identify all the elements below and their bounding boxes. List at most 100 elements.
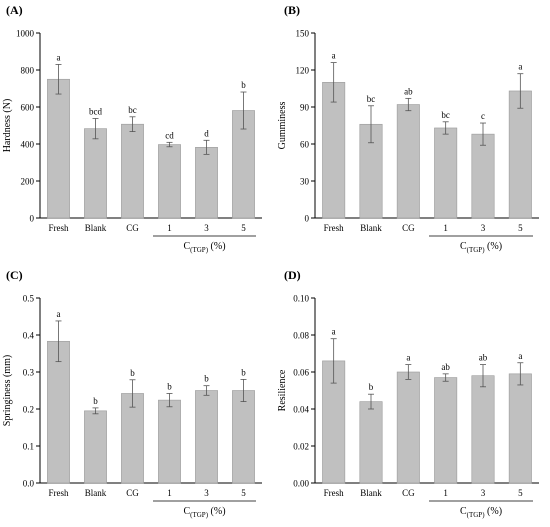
significance-letter: cd <box>165 130 174 140</box>
significance-letter: bc <box>128 105 137 115</box>
y-tick-label: 0.10 <box>293 294 309 304</box>
group-label: C(TGP) (%) <box>183 241 225 254</box>
chart-panel-3: (C) 0.0 0.1 0.2 0.3 0.4 0.5 Springiness (mm) a Fr… <box>2 268 262 519</box>
x-tick-label: Blank <box>360 223 382 233</box>
significance-letter: b <box>369 382 374 392</box>
significance-letter: b <box>204 374 209 384</box>
x-tick-label: 5 <box>518 488 523 498</box>
group-label-tail: (%) <box>208 241 226 252</box>
group-label-main: C <box>460 506 467 517</box>
bar-CG <box>396 371 420 484</box>
significance-letter: ab <box>479 353 488 363</box>
bar-Fresh <box>47 78 70 219</box>
y-tick-label: 0.02 <box>293 442 309 452</box>
panel-label: (D) <box>284 268 301 282</box>
significance-letter: b <box>241 80 246 90</box>
y-tick-label: 0 <box>305 214 310 224</box>
x-tick-label: 1 <box>443 223 448 233</box>
significance-letter: a <box>332 327 336 337</box>
group-label-tail: (%) <box>485 241 503 252</box>
x-tick-label: CG <box>126 223 139 233</box>
x-tick-label: CG <box>402 488 415 498</box>
significance-letter: a <box>406 353 410 363</box>
significance-letter: a <box>57 309 61 319</box>
significance-letter: ab <box>404 86 413 96</box>
chart-panel-4: (D) 0.00 0.02 0.04 0.06 0.08 0.10 Resilience a Fr… <box>277 268 539 519</box>
significance-letter: bc <box>367 94 376 104</box>
significance-letter: bcd <box>89 106 102 116</box>
y-tick-label: 0.04 <box>293 405 309 415</box>
y-tick-label: 0.4 <box>23 331 35 341</box>
y-axis-label: Resilience <box>277 369 288 411</box>
y-tick-label: 0.5 <box>23 294 35 304</box>
y-tick-label: 200 <box>21 177 35 187</box>
x-tick-label: 5 <box>518 223 523 233</box>
chart-panel-2: (B)0306090120150GumminessaFreshbcBlankab… <box>277 3 539 254</box>
y-tick-label: 0.2 <box>23 405 34 415</box>
significance-letter: b <box>167 381 172 391</box>
y-axis-label: Springiness (mm) <box>2 355 13 426</box>
group-label: C(TGP) (%) <box>460 241 502 254</box>
significance-letter: b <box>93 396 98 406</box>
x-tick-label: 1 <box>443 488 448 498</box>
group-label-main: C <box>183 506 190 517</box>
bar-Blank <box>84 410 107 484</box>
x-tick-label: CG <box>402 223 415 233</box>
group-label-tail: (%) <box>485 506 503 517</box>
y-tick-label: 0.3 <box>23 368 35 378</box>
significance-letter: a <box>518 351 522 361</box>
x-tick-label: Blank <box>360 488 382 498</box>
significance-letter: c <box>481 111 485 121</box>
y-tick-label: 0.0 <box>23 479 35 489</box>
group-label-sub: (TGP) <box>467 246 486 254</box>
y-tick-label: 150 <box>296 29 310 39</box>
bar-CG <box>396 104 420 219</box>
panel-label: (B) <box>284 3 300 17</box>
x-tick-label: 1 <box>167 223 172 233</box>
y-tick-label: 60 <box>300 140 310 150</box>
group-label-main: C <box>460 241 467 252</box>
significance-letter: a <box>57 52 61 62</box>
group-label: C(TGP) (%) <box>460 506 502 519</box>
significance-letter: b <box>130 368 135 378</box>
significance-letter: a <box>332 51 336 61</box>
bar-1 <box>434 127 458 219</box>
bar-5 <box>508 373 532 484</box>
bar-3 <box>195 147 218 219</box>
bar-5 <box>232 390 255 484</box>
bar-Fresh <box>47 340 70 484</box>
group-label-sub: (TGP) <box>190 246 209 254</box>
significance-letter: b <box>241 367 246 377</box>
panel-label: (C) <box>6 268 23 282</box>
x-tick-label: Fresh <box>324 223 344 233</box>
x-tick-label: Blank <box>85 488 107 498</box>
group-label-tail: (%) <box>208 506 226 517</box>
bar-5 <box>508 90 532 219</box>
x-tick-label: 3 <box>481 488 486 498</box>
group-label: C(TGP) (%) <box>183 506 225 519</box>
x-tick-label: 3 <box>204 488 209 498</box>
y-tick-label: 1000 <box>16 29 35 39</box>
bar-3 <box>195 390 218 484</box>
bar-1 <box>158 144 181 219</box>
x-tick-label: Fresh <box>49 488 69 498</box>
significance-letter: ab <box>441 362 450 372</box>
x-tick-label: 1 <box>167 488 172 498</box>
y-tick-label: 30 <box>300 177 310 187</box>
y-tick-label: 90 <box>300 103 310 113</box>
x-tick-label: 3 <box>481 223 486 233</box>
bar-3 <box>471 375 495 484</box>
x-tick-label: 3 <box>204 223 209 233</box>
group-label-sub: (TGP) <box>190 511 209 519</box>
bar-1 <box>158 399 181 484</box>
y-tick-label: 0.08 <box>293 331 309 341</box>
x-tick-label: Fresh <box>324 488 344 498</box>
x-tick-label: Fresh <box>49 223 69 233</box>
group-label-sub: (TGP) <box>467 511 486 519</box>
significance-letter: bc <box>441 110 450 120</box>
bar-Fresh <box>322 82 346 219</box>
x-tick-label: Blank <box>85 223 107 233</box>
bar-1 <box>434 377 458 484</box>
